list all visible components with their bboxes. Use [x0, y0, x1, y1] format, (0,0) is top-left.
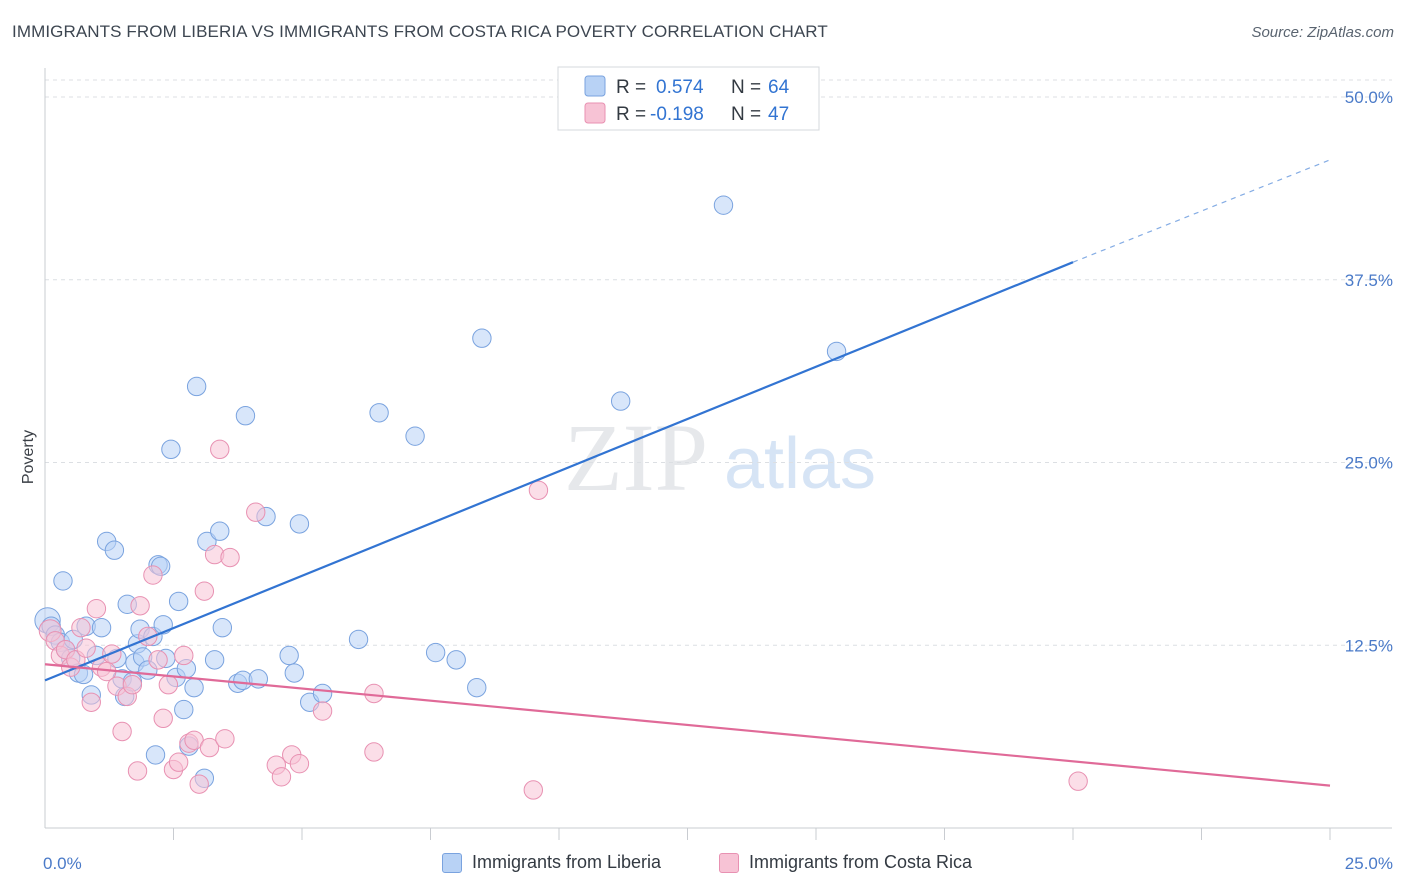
x-tick-label-0: 0.0%: [43, 854, 82, 873]
liberia-point-4: [53, 571, 73, 591]
legend-item-costa-rica: Immigrants from Costa Rica: [719, 852, 972, 873]
legend-swatch-liberia-bottom: [442, 852, 462, 873]
legend-swatch-liberia: [584, 75, 606, 97]
costa-rica-point-42: [364, 683, 384, 704]
liberia-point-13: [91, 618, 112, 638]
costa-rica-point-45: [528, 480, 549, 500]
costa-rica-point-7: [76, 638, 96, 658]
y-axis-label: Poverty: [20, 430, 37, 484]
watermark-zip: ZIP: [564, 404, 708, 511]
liberia-point-39: [186, 376, 207, 397]
legend-r-label-liberia: R =: [616, 77, 646, 98]
costa-rica-point-21: [148, 650, 168, 670]
axes: [44, 68, 1392, 840]
costa-rica-point-6: [71, 618, 91, 638]
costa-rica-point-8: [81, 692, 101, 712]
legend-swatch-costa-rica: [584, 102, 606, 124]
legend-r-value-liberia: 0.574: [656, 77, 704, 98]
liberia-point-43: [210, 521, 230, 541]
costa-rica-point-9: [86, 599, 107, 619]
liberia-point-56: [369, 403, 389, 423]
y-tick-label-1: 25.0%: [1345, 454, 1393, 473]
liberia-point-61: [472, 328, 492, 348]
costa-rica-point-34: [215, 729, 235, 749]
costa-rica-point-26: [174, 645, 194, 666]
watermark-atlas: atlas: [724, 424, 876, 504]
liberia-point-42: [204, 650, 225, 670]
liberia-point-52: [289, 514, 310, 534]
legend-swatch-costa-rica-bottom: [719, 852, 739, 873]
y-tick-label-0: 12.5%: [1345, 636, 1393, 655]
liberia-trend-line: [44, 261, 1074, 682]
costa-rica-point-40: [289, 753, 310, 774]
legend-n-label-liberia: N =: [731, 77, 761, 98]
legend-label-costa-rica: Immigrants from Costa Rica: [749, 852, 973, 872]
costa-rica-point-38: [271, 767, 292, 787]
legend-r-label-costa-rica: R =: [616, 104, 646, 125]
costa-rica-trend-line: [44, 663, 1331, 787]
x-tick-label-1: 25.0%: [1345, 854, 1393, 873]
liberia-point-54: [312, 683, 333, 704]
legend-item-liberia: Immigrants from Liberia: [442, 852, 661, 873]
legend-r-value-costa-rica: -0.198: [650, 104, 704, 125]
costa-rica-point-35: [220, 547, 240, 568]
costa-rica-point-46: [1068, 771, 1088, 791]
tick-labels: 12.5% 25.0% 37.5% 50.0% 0.0% 25.0%: [43, 88, 1393, 873]
costa-rica-point-22: [153, 708, 173, 729]
liberia-point-27: [145, 745, 166, 765]
legend-n-value-costa-rica: 47: [768, 104, 789, 125]
liberia-point-38: [184, 677, 204, 698]
costa-rica-point-29: [189, 774, 209, 794]
liberia-point-32: [161, 439, 181, 460]
liberia-point-58: [425, 642, 446, 663]
liberia-point-51: [284, 663, 304, 683]
legend-n-value-liberia: 64: [768, 77, 790, 98]
costa-rica-point-36: [246, 502, 266, 522]
costa-rica-point-23: [158, 675, 179, 695]
costa-rica-point-30: [194, 581, 215, 601]
liberia-point-34: [168, 591, 189, 612]
liberia-point-47: [235, 406, 256, 426]
liberia-trend-extension: [1072, 159, 1331, 263]
costa-rica-point-41: [312, 701, 333, 721]
costa-rica-point-14: [112, 721, 132, 742]
costa-rica-point-20: [143, 565, 163, 585]
y-tick-label-2: 37.5%: [1345, 271, 1393, 290]
costa-rica-point-17: [127, 761, 148, 781]
liberia-point-62: [610, 391, 631, 411]
source-label: Source: ZipAtlas.com: [1251, 24, 1394, 41]
series-legend: Immigrants from Liberia Immigrants from …: [0, 852, 1406, 878]
costa-rica-point-31: [199, 737, 220, 758]
liberia-point-59: [446, 650, 466, 670]
costa-rica-point-16: [122, 675, 143, 695]
liberia-point-50: [279, 645, 299, 666]
grid-lines: [45, 79, 1392, 646]
costa-rica-point-18: [130, 596, 150, 616]
legend-n-label-costa-rica: N =: [731, 104, 761, 125]
liberia-point-44: [212, 618, 233, 638]
liberia-point-35: [174, 699, 194, 720]
costa-rica-point-25: [168, 752, 189, 772]
liberia-point-55: [348, 629, 369, 650]
chart-title: IMMIGRANTS FROM LIBERIA VS IMMIGRANTS FR…: [12, 22, 828, 41]
stats-legend: R = 0.574 N = 64 R = -0.198 N = 47: [557, 66, 820, 131]
costa-rica-point-33: [210, 439, 230, 460]
legend-label-liberia: Immigrants from Liberia: [472, 852, 662, 872]
data-points: [34, 195, 1088, 800]
costa-rica-point-43: [364, 742, 384, 762]
liberia-point-60: [467, 677, 487, 698]
liberia-point-63: [713, 195, 734, 215]
y-tick-label-3: 50.0%: [1345, 88, 1393, 107]
trend-lines: [44, 159, 1331, 787]
liberia-point-15: [104, 540, 125, 560]
costa-rica-point-44: [523, 780, 543, 800]
liberia-point-57: [405, 426, 425, 446]
